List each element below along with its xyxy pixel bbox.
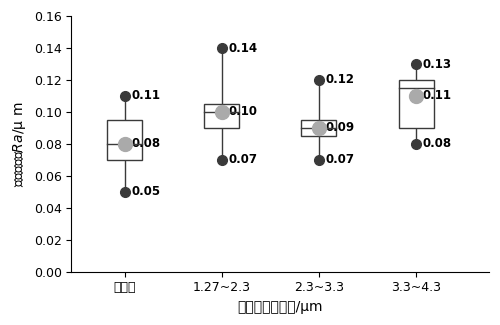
Text: 0.08: 0.08: [132, 137, 160, 150]
Bar: [204, 104, 240, 128]
Text: 0.11: 0.11: [423, 89, 452, 102]
X-axis label: 电镀底层镖厚度/μm: 电镀底层镖厚度/μm: [238, 300, 323, 314]
Text: 0.11: 0.11: [132, 89, 160, 102]
Text: 0.12: 0.12: [326, 73, 355, 86]
Bar: [108, 120, 142, 160]
Bar: [302, 120, 336, 136]
Y-axis label: 表面粗糙度$Ra$/μ m: 表面粗糙度$Ra$/μ m: [11, 101, 28, 187]
Text: 0.10: 0.10: [228, 105, 258, 118]
Text: 0.09: 0.09: [326, 122, 355, 135]
Text: 0.14: 0.14: [228, 42, 258, 55]
Text: 0.05: 0.05: [132, 185, 160, 198]
Text: 0.13: 0.13: [423, 58, 452, 71]
Text: 0.07: 0.07: [228, 153, 258, 166]
Text: 0.07: 0.07: [326, 153, 355, 166]
Text: 0.08: 0.08: [423, 137, 452, 150]
Bar: [398, 80, 434, 128]
